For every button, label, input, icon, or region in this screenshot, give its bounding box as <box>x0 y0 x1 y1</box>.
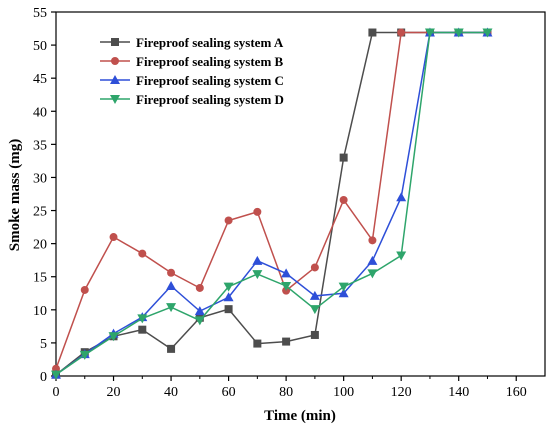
x-tick-label: 100 <box>333 385 354 400</box>
y-tick-label: 45 <box>33 72 47 87</box>
data-point <box>253 339 262 348</box>
data-point <box>80 285 89 294</box>
legend-marker <box>110 95 120 104</box>
x-tick-label: 140 <box>448 385 469 400</box>
data-point <box>195 283 204 292</box>
legend-marker <box>111 57 119 65</box>
data-point <box>223 292 234 302</box>
data-point <box>51 370 61 380</box>
data-point <box>194 306 205 316</box>
data-point <box>453 28 464 38</box>
x-axis-title: Time (min) <box>264 408 336 424</box>
y-tick-label: 30 <box>33 171 47 186</box>
series-line <box>55 31 488 376</box>
data-point <box>281 281 292 291</box>
legend-marker <box>110 75 120 84</box>
x-tick-label: 20 <box>107 385 121 400</box>
y-tick-label: 35 <box>33 138 47 153</box>
data-point <box>166 303 177 313</box>
data-point <box>282 337 291 346</box>
data-point <box>224 216 233 225</box>
x-tick-label: 120 <box>391 385 412 400</box>
y-tick-label: 5 <box>40 337 47 352</box>
y-tick-label: 15 <box>33 271 47 286</box>
data-point <box>339 195 348 204</box>
data-point <box>482 28 493 38</box>
plot-frame <box>55 11 546 377</box>
legend-label: Fireproof sealing system D <box>136 92 284 107</box>
data-point <box>310 330 319 339</box>
legend-entry: Fireproof sealing system D <box>100 92 284 107</box>
legend-label: Fireproof sealing system B <box>136 54 284 69</box>
data-point <box>396 192 407 202</box>
data-point <box>309 290 320 300</box>
data-point <box>79 350 90 360</box>
data-point <box>396 251 407 261</box>
y-tick-label: 40 <box>33 105 47 120</box>
series-line <box>55 31 488 369</box>
y-tick-label: 55 <box>33 6 47 21</box>
data-point <box>281 268 292 278</box>
legend-label: Fireproof sealing system C <box>136 73 284 88</box>
data-point <box>397 28 406 37</box>
data-point <box>167 268 176 277</box>
y-tick-label: 10 <box>33 304 47 319</box>
x-tick-label: 0 <box>53 385 60 400</box>
data-point <box>137 314 148 324</box>
series-line <box>55 31 488 376</box>
data-point <box>338 288 349 298</box>
axes: 0 20 40 60 80 100 120 140 160 0 5 10 15 20 25 30 35 40 45 5… <box>33 6 546 400</box>
data-point <box>167 344 176 353</box>
y-tick-label: 50 <box>33 39 47 54</box>
y-tick-label: 20 <box>33 238 47 253</box>
legend-entry: Fireproof sealing system A <box>100 35 284 50</box>
legend-marker <box>111 38 119 46</box>
data-point <box>424 28 435 38</box>
data-point <box>309 305 320 315</box>
x-tick-label: 80 <box>279 385 293 400</box>
data-point <box>138 249 147 258</box>
x-tick-label: 60 <box>222 385 236 400</box>
series-lines <box>51 27 493 380</box>
data-point <box>367 269 378 279</box>
legend: Fireproof sealing system A Fireproof seal… <box>100 35 284 107</box>
data-point <box>138 325 147 334</box>
data-point <box>368 236 377 245</box>
data-point <box>223 282 234 292</box>
data-point <box>252 270 263 280</box>
y-tick-label: 0 <box>40 370 47 385</box>
data-point <box>338 282 349 292</box>
x-tick-label: 160 <box>506 385 527 400</box>
y-tick-label: 25 <box>33 205 47 220</box>
data-point <box>367 255 378 265</box>
data-point <box>194 316 205 326</box>
data-point <box>108 332 119 342</box>
data-point <box>253 207 262 216</box>
data-point <box>368 28 377 37</box>
legend-label: Fireproof sealing system A <box>136 35 284 50</box>
x-tick-label: 40 <box>164 385 178 400</box>
data-point <box>166 280 177 290</box>
data-point <box>339 153 348 162</box>
data-point <box>252 255 263 265</box>
data-point <box>109 233 118 242</box>
legend-entry: Fireproof sealing system C <box>100 73 284 88</box>
legend-entry: Fireproof sealing system B <box>100 54 284 69</box>
y-axis-title: Smoke mass (mg) <box>7 139 23 252</box>
data-point <box>224 305 233 314</box>
data-point <box>310 263 319 272</box>
series-d <box>51 28 493 380</box>
